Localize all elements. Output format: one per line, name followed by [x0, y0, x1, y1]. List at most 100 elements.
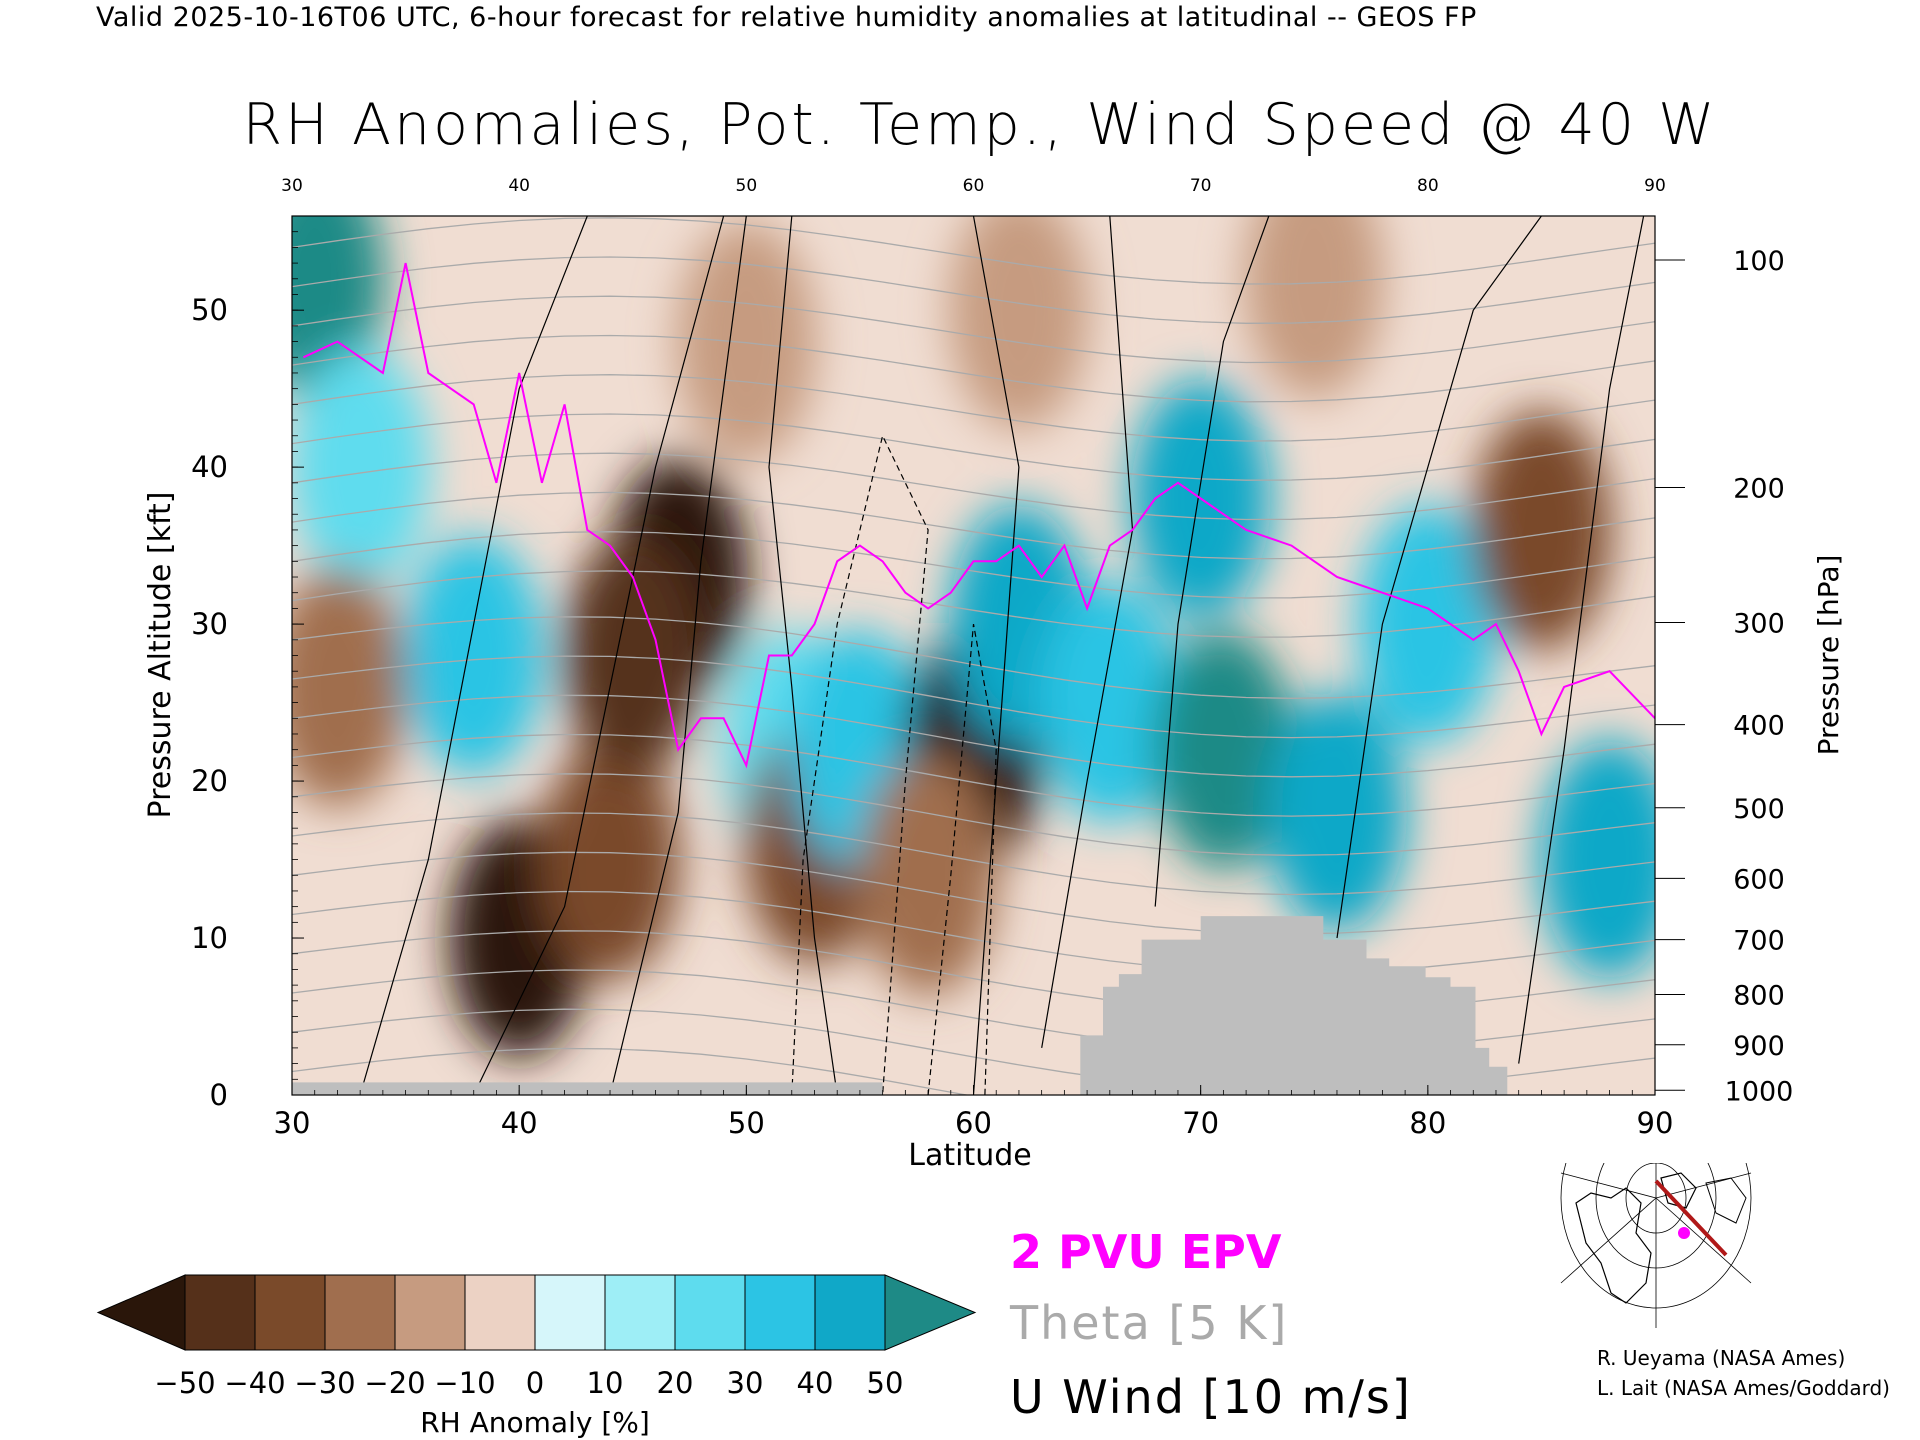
x-tick-label-40: 40 — [501, 1106, 538, 1140]
rh-patch-13 — [858, 755, 999, 996]
credit-1: R. Ueyama (NASA Ames) — [1597, 1346, 1846, 1370]
colorbar-segment-8 — [744, 1274, 816, 1351]
theta-contour-13 — [292, 531, 1655, 599]
plot-area — [292, 216, 1655, 1095]
u-wind-contour-1 — [473, 216, 725, 1095]
right-tick-label-100: 100 — [1733, 246, 1785, 277]
colorbar-segment-4 — [464, 1274, 536, 1351]
u-wind-contour-4 — [972, 216, 1020, 1095]
colorbar-tick-4: −10 — [434, 1366, 495, 1400]
x-tick-label-80: 80 — [1409, 1106, 1446, 1140]
colorbar-tick-0: −50 — [154, 1366, 215, 1400]
theta-contour-10 — [292, 655, 1655, 739]
right-tick-label-300: 300 — [1733, 609, 1785, 640]
theta-contour-6 — [292, 812, 1655, 896]
epv-2pvu-contour — [302, 262, 1655, 769]
legend-epv: 2 PVU EPV — [1010, 1225, 1282, 1279]
colorbar-high-arrow — [884, 1274, 977, 1351]
rh-patch-3 — [403, 535, 544, 776]
rh-patch-2 — [292, 566, 408, 807]
rh-patch-5 — [540, 739, 681, 980]
colorbar-low-arrow — [96, 1274, 186, 1351]
top-x-tick-label-70: 70 — [1190, 176, 1212, 196]
right-tick-label-900: 900 — [1733, 1031, 1785, 1062]
colorbar-segment-1 — [254, 1274, 326, 1351]
theta-contour-7 — [292, 773, 1655, 856]
colorbar-segment-2 — [324, 1274, 396, 1351]
colorbar-label: RH Anomaly [%] — [420, 1406, 650, 1439]
u-wind-contour-0 — [359, 216, 588, 1095]
theta-contour-15 — [292, 452, 1655, 521]
location-map — [1556, 1163, 1756, 1328]
colorbar: −50 −40 −30 −20 −10 0 10 20 30 40 50 RH Anomaly [%] — [96, 1274, 977, 1439]
colorbar-tick-9: 40 — [797, 1366, 834, 1400]
colorbar-tick-6: 10 — [587, 1366, 624, 1400]
u-wind-contour-5 — [1041, 216, 1134, 1049]
colorbar-tick-7: 20 — [657, 1366, 694, 1400]
x-axis-label: Latitude — [908, 1138, 1031, 1173]
colorbar-segment-7 — [674, 1274, 746, 1351]
theta-contour-8 — [292, 733, 1655, 817]
colorbar-tick-3: −20 — [364, 1366, 425, 1400]
colorbar-segment-0 — [184, 1274, 256, 1351]
rh-patch-20 — [1471, 409, 1612, 650]
u-wind-contour-2 — [609, 216, 747, 1095]
y-tick-label-20: 20 — [191, 764, 228, 798]
right-tick-label-800: 800 — [1733, 981, 1785, 1012]
rh-patch-17 — [1266, 692, 1407, 933]
theta-contour-4 — [292, 890, 1655, 974]
legend-theta: Theta [5 K] — [1010, 1296, 1289, 1350]
colorbar-segment-9 — [814, 1274, 886, 1351]
map-greenland — [1660, 1172, 1697, 1209]
colorbar-segment-5 — [534, 1274, 606, 1351]
u-wind-contour-7 — [1336, 216, 1542, 939]
x-tick-label-90: 90 — [1637, 1106, 1674, 1140]
map-graticule — [1560, 1163, 1752, 1328]
x-tick-label-70: 70 — [1182, 1106, 1219, 1140]
legend-uwind: U Wind [10 m/s] — [1010, 1370, 1412, 1424]
map-coastline — [1575, 1187, 1652, 1304]
axes: 3030404050506060707080809090010203040501… — [143, 176, 1845, 1173]
rh-patch-22 — [1244, 216, 1385, 399]
colorbar-tick-10: 50 — [867, 1366, 904, 1400]
theta-contour-14 — [292, 491, 1655, 560]
u-wind-easterly-contour-1 — [927, 623, 997, 1095]
right-axis-label: Pressure [hPa] — [1812, 555, 1845, 756]
theta-contour-18 — [292, 334, 1655, 403]
top-x-tick-label-50: 50 — [736, 176, 758, 196]
y-tick-label-30: 30 — [191, 607, 228, 641]
theta-contour-12 — [292, 570, 1655, 638]
x-tick-label-60: 60 — [955, 1106, 992, 1140]
colorbar-segment-6 — [604, 1274, 676, 1351]
top-x-tick-label-60: 60 — [963, 176, 985, 196]
theta-contour-16 — [292, 413, 1655, 481]
map-location-dot — [1678, 1227, 1690, 1239]
right-tick-label-700: 700 — [1733, 926, 1785, 957]
rh-patch-15 — [1039, 582, 1180, 823]
chart-title: RH Anomalies, Pot. Temp., Wind Speed @ 4… — [242, 92, 1718, 158]
rh-patch-8 — [676, 221, 817, 462]
theta-contour-20 — [292, 256, 1655, 324]
x-tick-label-50: 50 — [728, 1106, 765, 1140]
top-x-tick-label-40: 40 — [508, 176, 530, 196]
theta-contour-21 — [292, 217, 1655, 285]
top-x-tick-label-80: 80 — [1417, 176, 1439, 196]
map-europe — [1705, 1177, 1747, 1224]
u-wind-easterly-contour-0 — [791, 434, 929, 1095]
u-wind-contour-8 — [1518, 216, 1645, 1064]
x-tick-label-30: 30 — [274, 1106, 311, 1140]
right-tick-label-200: 200 — [1733, 474, 1785, 505]
right-tick-label-400: 400 — [1733, 711, 1785, 742]
y-tick-label-40: 40 — [191, 450, 228, 484]
rh-patch-16 — [1153, 629, 1294, 870]
theta-contour-5 — [292, 851, 1655, 935]
rh-patch-7 — [562, 535, 703, 776]
colorbar-tick-5: 0 — [526, 1366, 544, 1400]
u-wind-contour-3 — [768, 216, 838, 1095]
y-axis-label: Pressure Altitude [kft] — [143, 492, 178, 819]
credit-2: L. Lait (NASA Ames/Goddard) — [1597, 1376, 1890, 1400]
forecast-header: Valid 2025-10-16T06 UTC, 6-hour forecast… — [96, 2, 1477, 33]
theta-contour-0 — [292, 1047, 970, 1095]
rh-patch-21 — [1539, 739, 1655, 980]
